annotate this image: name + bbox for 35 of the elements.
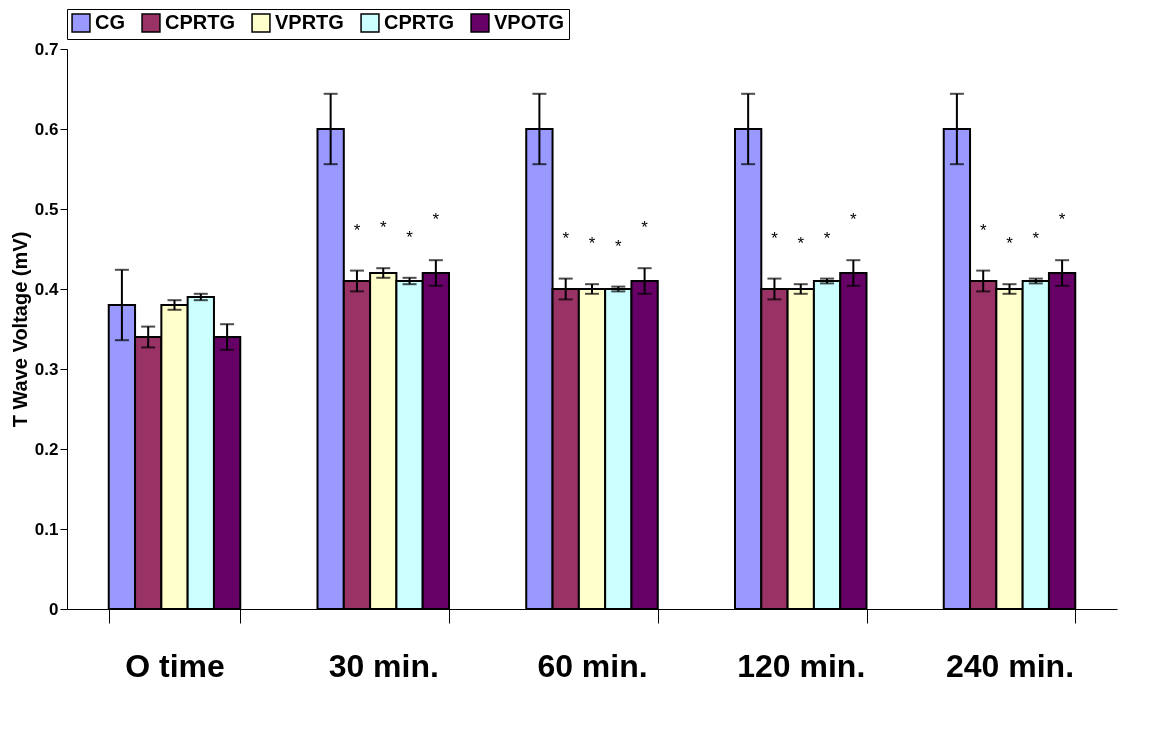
annotation: * <box>588 234 596 254</box>
y-tick-label: 0.4 <box>34 279 60 299</box>
y-tick-label: 0.5 <box>34 199 59 219</box>
y-tick-label: 0.1 <box>34 519 59 539</box>
annotation: * <box>379 218 387 238</box>
annotation: * <box>614 236 622 256</box>
annotation: * <box>1006 234 1014 254</box>
legend-label: CPRTG <box>384 11 454 34</box>
annotation: * <box>432 210 440 230</box>
annotation: * <box>562 228 570 248</box>
y-axis-title: T Wave Voltage (mV) <box>8 231 31 428</box>
annotation: * <box>1058 210 1066 230</box>
legend-label: VPRTG <box>275 11 344 34</box>
annotation: * <box>979 220 987 240</box>
legend-label: VPOTG <box>494 11 565 34</box>
annotation: * <box>771 228 779 248</box>
annotation: * <box>797 234 805 254</box>
annotation: * <box>406 227 414 247</box>
x-tick-label: 60 min. <box>537 647 648 684</box>
annotation: * <box>353 220 361 240</box>
y-tick-label: 0.3 <box>34 359 59 379</box>
y-tick-label: 0.7 <box>34 39 59 59</box>
x-tick-label: 30 min. <box>328 647 439 684</box>
x-tick-label: O time <box>125 647 225 684</box>
annotation: * <box>1032 228 1040 248</box>
y-tick-label: 0 <box>49 599 59 619</box>
y-tick-label: 0.2 <box>34 439 59 459</box>
legend-label: CG <box>95 11 125 34</box>
annotation: * <box>641 218 649 238</box>
annotation: * <box>850 210 858 230</box>
y-tick-label: 0.6 <box>34 119 59 139</box>
annotation: * <box>823 228 831 248</box>
legend-label: CPRTG <box>165 11 235 34</box>
x-tick-label: 240 min. <box>945 647 1075 684</box>
x-tick-label: 120 min. <box>737 647 866 684</box>
